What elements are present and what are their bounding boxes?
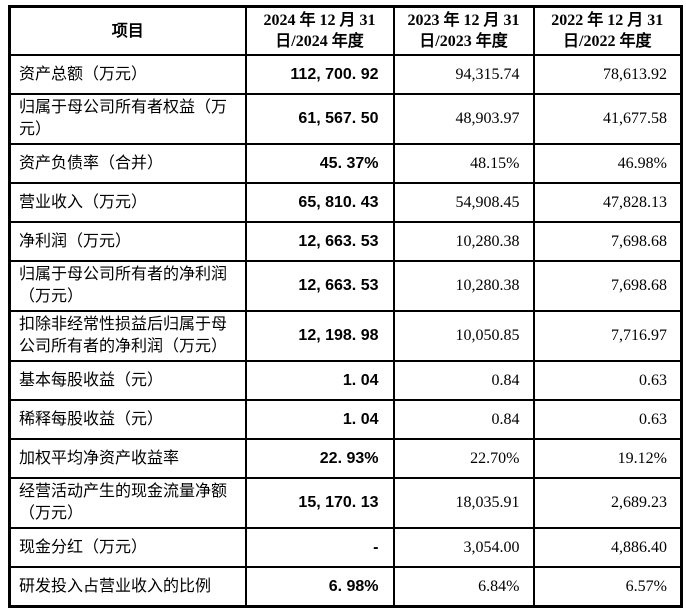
- value-2022: 7,698.68: [532, 260, 683, 312]
- value-2024: 15, 170. 13: [244, 477, 395, 529]
- row-label: 扣除非经常性损益后归属于母公司所有者的净利润（万元）: [8, 310, 247, 362]
- row-label: 稀释每股收益（元）: [8, 399, 247, 440]
- value-2024: 12, 198. 98: [244, 310, 395, 362]
- row-label: 资产负债率（合并）: [8, 143, 247, 184]
- value-2022: 47,828.13: [532, 182, 683, 223]
- value-2023: 18,035.91: [392, 477, 535, 529]
- table-row: 资产总额（万元） 112, 700. 92 94,315.74 78,613.9…: [8, 54, 683, 95]
- value-2024: 45. 37%: [244, 143, 395, 184]
- table-row: 稀释每股收益（元） 1. 04 0.84 0.63: [8, 399, 683, 440]
- value-2024: 1. 04: [244, 399, 395, 440]
- value-2023: 6.84%: [392, 566, 535, 608]
- table-row: 归属于母公司所有者的净利润（万元） 12, 663. 53 10,280.38 …: [8, 260, 683, 312]
- row-label: 归属于母公司所有者权益（万元）: [8, 93, 247, 145]
- row-label: 研发投入占营业收入的比例: [8, 566, 247, 608]
- value-2023: 0.84: [392, 399, 535, 440]
- value-2024: 22. 93%: [244, 438, 395, 479]
- table-row: 现金分红（万元） - 3,054.00 4,886.40: [8, 527, 683, 568]
- value-2024: -: [244, 527, 395, 568]
- value-2022: 0.63: [532, 360, 683, 401]
- table-row: 资产负债率（合并） 45. 37% 48.15% 46.98%: [8, 143, 683, 184]
- value-2023: 3,054.00: [392, 527, 535, 568]
- column-header-item: 项目: [8, 5, 247, 56]
- value-2023: 48,903.97: [392, 93, 535, 145]
- value-2024: 65, 810. 43: [244, 182, 395, 223]
- value-2022: 7,716.97: [532, 310, 683, 362]
- value-2023: 10,280.38: [392, 221, 535, 262]
- table-row: 基本每股收益（元） 1. 04 0.84 0.63: [8, 360, 683, 401]
- column-header-2022: 2022 年 12 月 31 日/2022 年度: [532, 5, 683, 56]
- value-2022: 6.57%: [532, 566, 683, 608]
- row-label: 经营活动产生的现金流量净额（万元）: [8, 477, 247, 529]
- column-header-2024: 2024 年 12 月 31 日/2024 年度: [244, 5, 395, 56]
- value-2024: 61, 567. 50: [244, 93, 395, 145]
- value-2023: 48.15%: [392, 143, 535, 184]
- row-label: 现金分红（万元）: [8, 527, 247, 568]
- header-row: 项目 2024 年 12 月 31 日/2024 年度 2023 年 12 月 …: [8, 5, 683, 56]
- row-label: 净利润（万元）: [8, 221, 247, 262]
- value-2023: 94,315.74: [392, 54, 535, 95]
- row-label: 营业收入（万元）: [8, 182, 247, 223]
- value-2023: 22.70%: [392, 438, 535, 479]
- table-row: 归属于母公司所有者权益（万元） 61, 567. 50 48,903.97 41…: [8, 93, 683, 145]
- table-row: 经营活动产生的现金流量净额（万元） 15, 170. 13 18,035.91 …: [8, 477, 683, 529]
- value-2024: 1. 04: [244, 360, 395, 401]
- table-row: 营业收入（万元） 65, 810. 43 54,908.45 47,828.13: [8, 182, 683, 223]
- table-row: 扣除非经常性损益后归属于母公司所有者的净利润（万元） 12, 198. 98 1…: [8, 310, 683, 362]
- value-2023: 0.84: [392, 360, 535, 401]
- value-2023: 10,280.38: [392, 260, 535, 312]
- value-2022: 41,677.58: [532, 93, 683, 145]
- value-2024: 112, 700. 92: [244, 54, 395, 95]
- financial-summary-table: 项目 2024 年 12 月 31 日/2024 年度 2023 年 12 月 …: [8, 5, 683, 608]
- value-2022: 0.63: [532, 399, 683, 440]
- row-label: 基本每股收益（元）: [8, 360, 247, 401]
- row-label: 资产总额（万元）: [8, 54, 247, 95]
- value-2023: 54,908.45: [392, 182, 535, 223]
- row-label: 加权平均净资产收益率: [8, 438, 247, 479]
- value-2022: 46.98%: [532, 143, 683, 184]
- value-2022: 7,698.68: [532, 221, 683, 262]
- table-row: 净利润（万元） 12, 663. 53 10,280.38 7,698.68: [8, 221, 683, 262]
- value-2024: 12, 663. 53: [244, 260, 395, 312]
- table-row: 加权平均净资产收益率 22. 93% 22.70% 19.12%: [8, 438, 683, 479]
- table-row: 研发投入占营业收入的比例 6. 98% 6.84% 6.57%: [8, 566, 683, 608]
- column-header-2023: 2023 年 12 月 31 日/2023 年度: [392, 5, 535, 56]
- value-2024: 12, 663. 53: [244, 221, 395, 262]
- value-2022: 2,689.23: [532, 477, 683, 529]
- value-2022: 4,886.40: [532, 527, 683, 568]
- value-2023: 10,050.85: [392, 310, 535, 362]
- value-2022: 78,613.92: [532, 54, 683, 95]
- value-2022: 19.12%: [532, 438, 683, 479]
- row-label: 归属于母公司所有者的净利润（万元）: [8, 260, 247, 312]
- value-2024: 6. 98%: [244, 566, 395, 608]
